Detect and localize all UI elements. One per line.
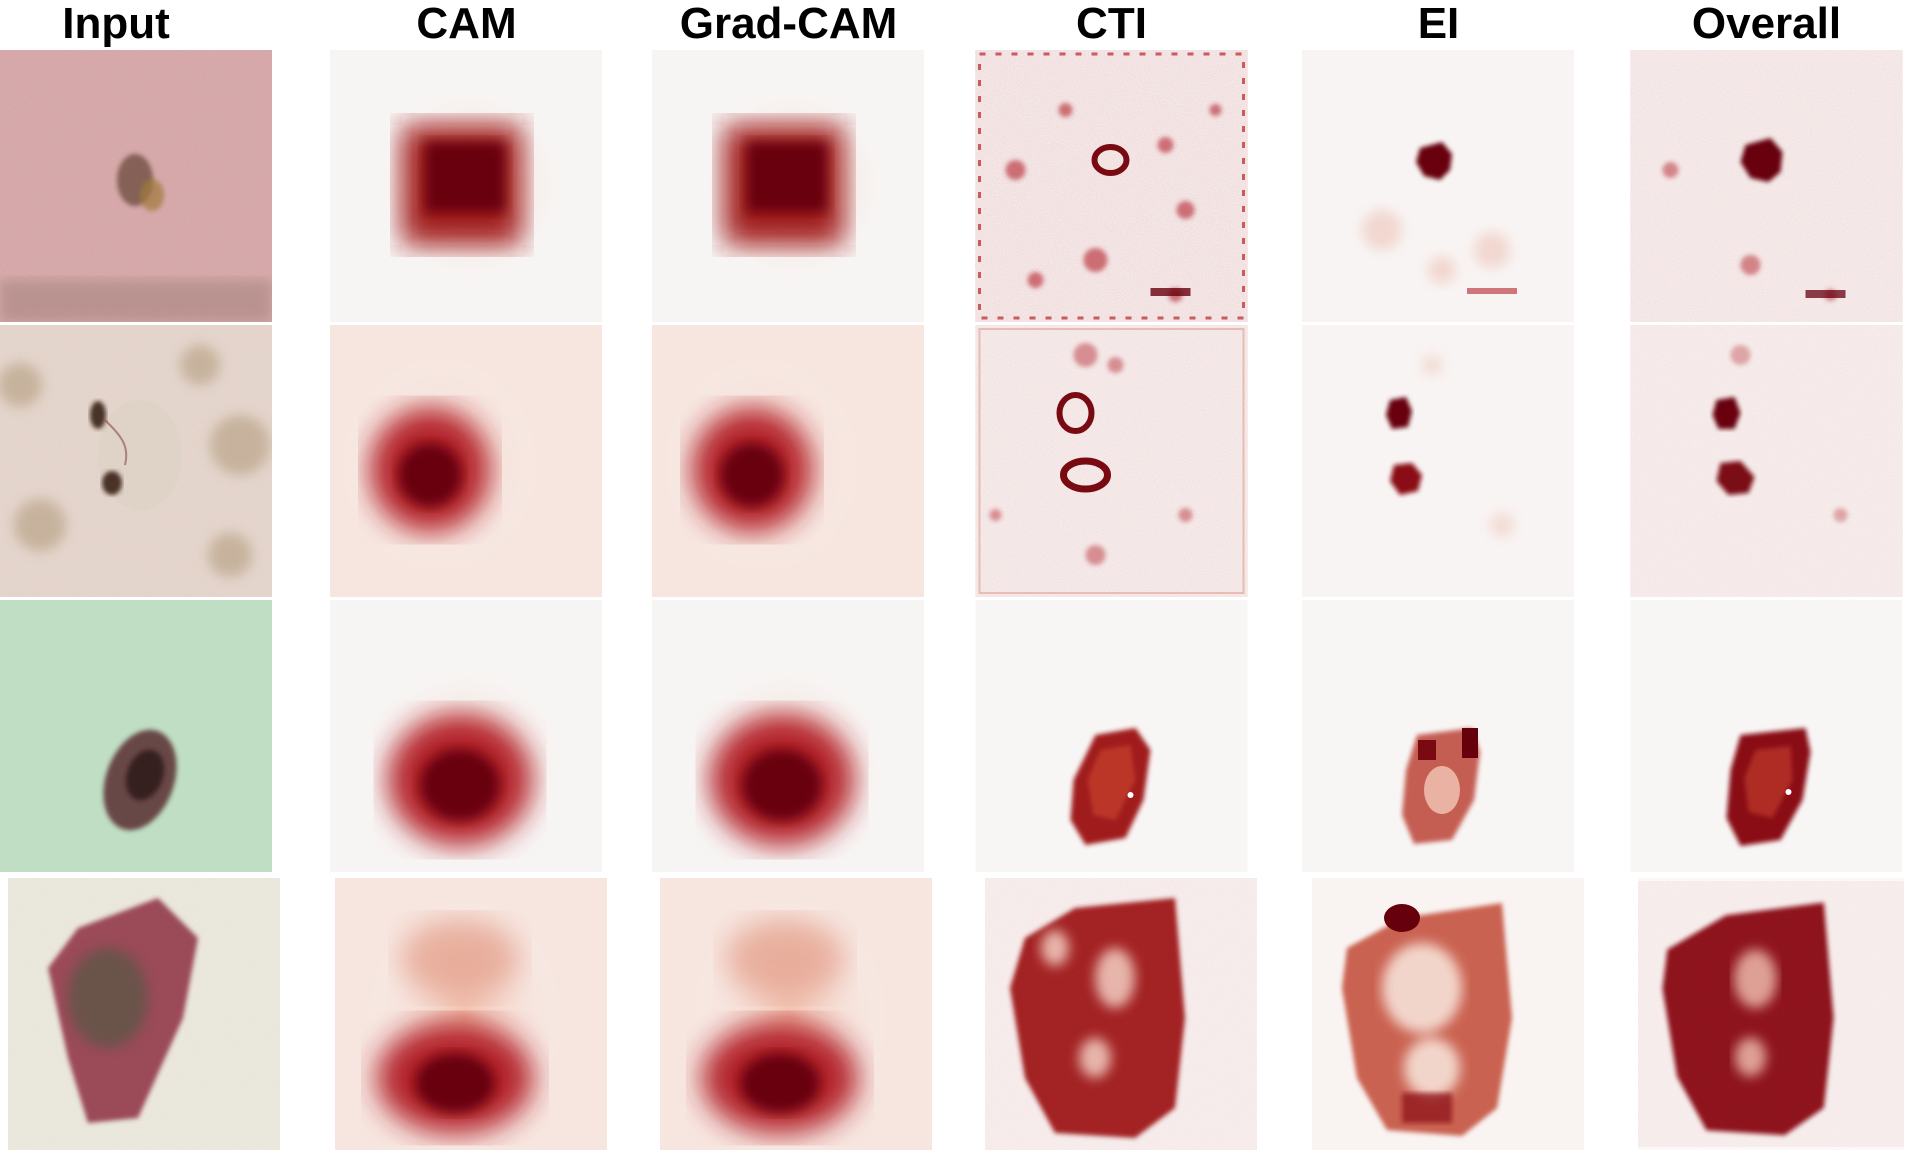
column-header-input: Input <box>62 0 170 48</box>
grad-cam-heatmap-row3 <box>652 600 924 872</box>
cam-heatmap-row4 <box>335 878 607 1150</box>
ei-heatmap-row2 <box>1302 325 1574 597</box>
column-header-cam: CAM <box>416 0 517 48</box>
cti-heatmap-row4 <box>985 878 1257 1150</box>
column-header-cti: CTI <box>1076 0 1147 48</box>
overall-heatmap-row3 <box>1630 600 1903 872</box>
ei-heatmap-row3 <box>1302 600 1574 872</box>
input-image-row4 <box>8 878 280 1150</box>
column-header-overall: Overall <box>1691 0 1842 48</box>
cti-heatmap-row3 <box>975 600 1248 872</box>
cti-heatmap-row2 <box>975 325 1248 597</box>
input-image-row1 <box>0 50 272 322</box>
grad-cam-heatmap-row1 <box>652 50 924 322</box>
grad-cam-heatmap-row4 <box>660 878 932 1150</box>
grad-cam-heatmap-row2 <box>652 325 924 597</box>
cam-heatmap-row2 <box>330 325 602 597</box>
cam-heatmap-row3 <box>330 600 602 872</box>
ei-heatmap-row1 <box>1302 50 1574 322</box>
column-header-ei: EI <box>1417 0 1460 48</box>
overall-heatmap-row4 <box>1638 878 1904 1150</box>
input-image-row2 <box>0 325 272 597</box>
ei-heatmap-row4 <box>1312 878 1584 1150</box>
input-image-row3 <box>0 600 272 872</box>
overall-heatmap-row1 <box>1630 50 1903 322</box>
overall-heatmap-row2 <box>1630 325 1903 597</box>
cam-heatmap-row1 <box>330 50 602 322</box>
column-header-grad-cam: Grad-CAM <box>679 0 898 48</box>
cti-heatmap-row1 <box>975 50 1248 322</box>
